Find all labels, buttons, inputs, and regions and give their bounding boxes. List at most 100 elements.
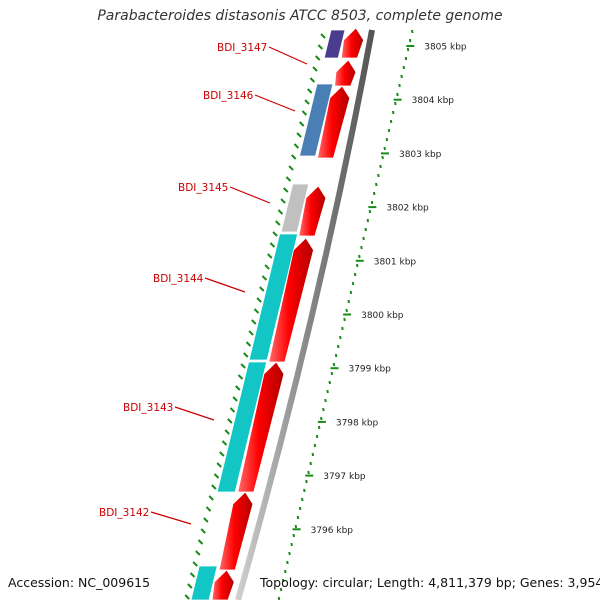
track-tick: [301, 110, 308, 116]
axis-dot: [411, 29, 414, 34]
cds-arrow[interactable]: [316, 85, 351, 159]
track-tick: [253, 308, 260, 314]
axis-tick-label: 3799 kbp: [348, 365, 391, 375]
track-tick: [237, 374, 244, 380]
axis-dot: [288, 551, 291, 556]
track-tick: [299, 121, 305, 127]
axis-dot: [307, 470, 310, 475]
gene-label[interactable]: BDI_3147: [217, 42, 267, 54]
axis-dot: [326, 389, 329, 394]
axis-dot: [328, 380, 331, 385]
track-tick: [314, 55, 321, 61]
axis-dot: [345, 308, 348, 313]
axis-dot: [360, 245, 363, 250]
gene-block-bdi_3146[interactable]: [298, 83, 334, 157]
track-tick: [243, 352, 249, 358]
track-tick: [296, 132, 302, 138]
gene-label[interactable]: BDI_3142: [99, 507, 149, 519]
axis-tick-label: 3801 kbp: [374, 257, 417, 267]
gene-label[interactable]: BDI_3146: [203, 90, 254, 102]
cds-arrow[interactable]: [218, 491, 254, 571]
gene-label-leader: [150, 511, 192, 525]
axis-dot: [389, 119, 393, 124]
gene-block-bdi_3147[interactable]: [323, 29, 346, 59]
axis-dot: [313, 443, 317, 448]
axis-dot: [402, 65, 406, 70]
track-tick: [227, 418, 233, 424]
track-tick: [288, 165, 294, 171]
axis-dot: [364, 227, 367, 232]
track-tick: [216, 462, 222, 468]
accession-text: Accession: NC_009615: [8, 575, 151, 590]
axis-dot: [339, 335, 342, 340]
track-tick: [291, 154, 297, 160]
axis-dot: [349, 290, 353, 295]
axis-dot: [404, 56, 408, 61]
track-tick: [184, 594, 190, 600]
axis-tick-label: 3800 kbp: [361, 311, 404, 321]
axis-dot: [356, 263, 359, 268]
axis-dot: [400, 74, 403, 79]
axis-dot: [408, 38, 412, 43]
sequence-backbone: [235, 29, 375, 600]
axis-dot: [298, 506, 302, 511]
gene-block-bdi_3144[interactable]: [248, 233, 299, 361]
track-tick: [232, 396, 238, 402]
cds-arrow[interactable]: [298, 185, 327, 237]
axis-dot: [353, 272, 357, 277]
axis-dot: [351, 281, 355, 286]
axis-dot: [332, 362, 336, 367]
track-tick: [320, 33, 326, 39]
track-tick: [312, 66, 318, 72]
map-title: Parabacteroides distasonis ATCC 8503, co…: [97, 8, 503, 24]
kbp-axis: 3805 kbp 3804 kbp 3803 kbp 3802 kbp 3801 kbp…: [184, 29, 467, 600]
cds-arrow[interactable]: [211, 569, 235, 600]
axis-dot: [311, 452, 315, 457]
axis-dot: [309, 461, 312, 466]
cds-arrow-track: [211, 27, 365, 600]
cds-arrow[interactable]: [334, 59, 357, 87]
track-tick: [251, 319, 257, 325]
gene-block-bdi_3145[interactable]: [280, 183, 310, 233]
track-tick: [285, 176, 292, 182]
track-tick: [293, 143, 300, 149]
cds-arrow[interactable]: [237, 361, 285, 493]
track-tick: [317, 44, 324, 50]
axis-dot: [324, 398, 327, 403]
track-tick: [256, 297, 262, 303]
cds-arrow[interactable]: [340, 27, 365, 59]
track-tick: [219, 451, 225, 457]
axis-dot: [315, 434, 319, 439]
axis-dot: [341, 326, 344, 331]
gene-block-bdi_3143[interactable]: [216, 361, 268, 493]
gene-label-leader: [268, 46, 308, 65]
axis-dot: [336, 344, 340, 349]
axis-dot: [387, 128, 391, 133]
track-tick: [200, 528, 206, 534]
axis-dot: [377, 173, 380, 178]
axis-tick-label: 3798 kbp: [336, 418, 379, 428]
track-tick: [229, 407, 236, 413]
gene-label[interactable]: BDI_3144: [153, 273, 204, 285]
axis-dot: [284, 569, 287, 574]
axis-tick-label: 3802 kbp: [386, 204, 429, 214]
gene-label-leader: [254, 94, 296, 112]
axis-tick-label: 3805 kbp: [424, 43, 467, 53]
track-tick: [275, 220, 281, 226]
gene-label[interactable]: BDI_3145: [178, 182, 228, 194]
track-tick: [269, 242, 276, 248]
axis-dot: [391, 110, 395, 115]
axis-dot: [292, 533, 296, 538]
cds-arrow[interactable]: [268, 237, 314, 363]
feature-band: [235, 29, 375, 600]
track-tick: [277, 209, 284, 215]
gene-label[interactable]: BDI_3143: [123, 402, 173, 414]
axis-dot: [383, 146, 386, 151]
track-tick: [195, 550, 201, 556]
track-tick: [221, 440, 228, 446]
track-tick: [283, 187, 289, 193]
track-tick: [240, 363, 246, 369]
gene-block-bdi_3142[interactable]: [190, 565, 218, 600]
axis-dot: [370, 200, 374, 205]
